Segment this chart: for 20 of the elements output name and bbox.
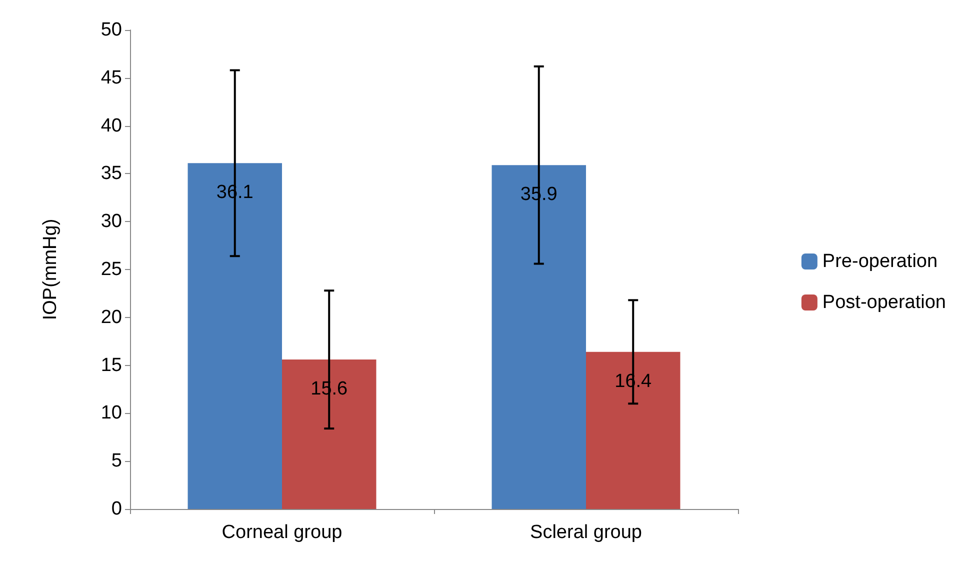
y-tick-label: 35	[100, 163, 122, 184]
x-tick-label: Scleral group	[530, 522, 642, 543]
y-tick-label: 0	[111, 498, 122, 520]
legend-label: Pre-operation	[822, 251, 938, 272]
y-tick-label: 20	[100, 306, 122, 328]
bar	[586, 352, 680, 509]
y-tick-label: 45	[100, 67, 122, 88]
y-tick-label: 10	[100, 402, 122, 424]
y-tick-label: 40	[100, 115, 122, 136]
bar	[282, 360, 376, 509]
y-tick-label: 5	[111, 450, 122, 472]
y-tick-label: 25	[100, 259, 122, 280]
y-tick-label: 30	[100, 211, 122, 232]
y-axis-title: IOP(mmHg)	[40, 218, 61, 320]
y-tick-label: 50	[100, 20, 122, 40]
y-tick-label: 15	[100, 354, 122, 376]
bar	[492, 165, 586, 509]
bar	[188, 163, 282, 509]
x-tick-label: Corneal group	[222, 522, 342, 543]
legend-label: Post-operation	[822, 292, 946, 313]
